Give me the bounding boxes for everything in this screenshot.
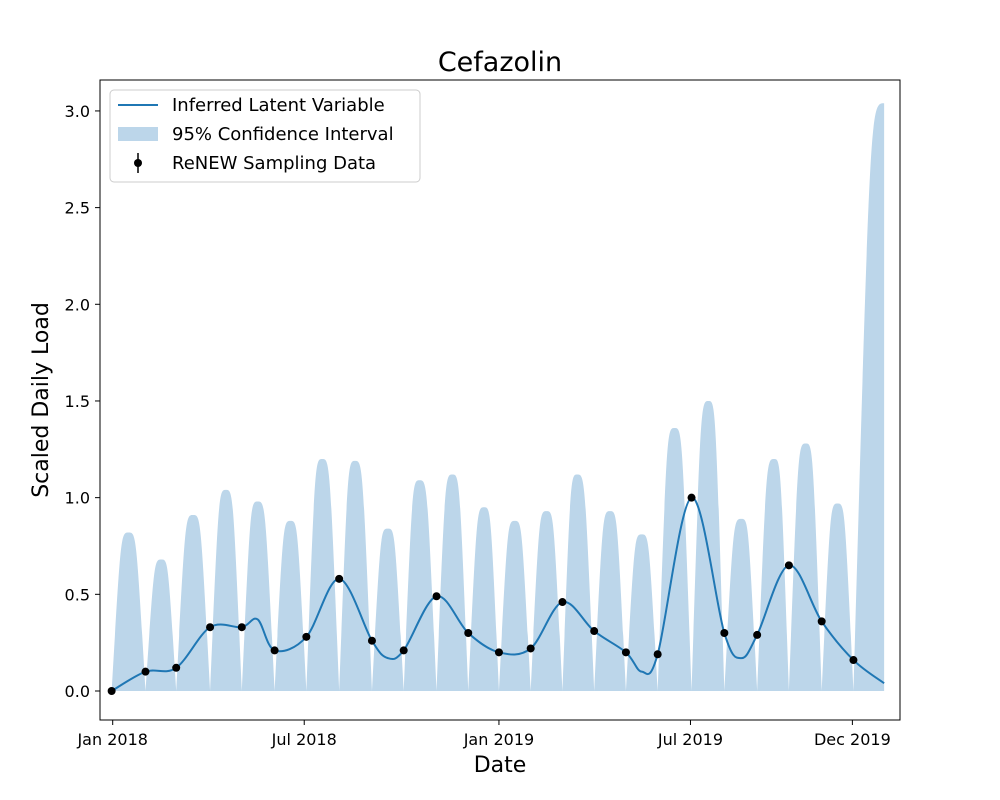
legend-label-latent: Inferred Latent Variable <box>172 95 385 116</box>
sampling-point <box>753 630 762 639</box>
sampling-point <box>206 623 215 632</box>
sampling-point <box>558 598 567 607</box>
y-tick-label: 1.0 <box>65 489 90 508</box>
legend: Inferred Latent Variable 95% Confidence … <box>109 89 421 183</box>
y-tick-label: 0.0 <box>65 682 90 701</box>
sampling-point <box>335 574 344 583</box>
sampling-point <box>172 663 181 672</box>
sampling-point <box>784 561 793 570</box>
ci-band-path <box>111 103 885 691</box>
x-tick-label: Jul 2018 <box>271 730 337 749</box>
y-tick-label: 0.5 <box>65 585 90 604</box>
y-tick-label: 2.5 <box>65 199 90 218</box>
y-tick-label: 2.0 <box>65 295 90 314</box>
plot-frame <box>99 79 901 721</box>
chart-title: Cefazolin <box>438 47 562 78</box>
y-tick-label: 3.0 <box>65 102 90 121</box>
sampling-point <box>590 627 599 636</box>
x-tick-label: Dec 2019 <box>814 730 891 749</box>
legend-box <box>109 89 421 183</box>
sampling-points <box>107 493 858 695</box>
x-axis-title: Date <box>474 753 527 778</box>
confidence-interval-band <box>111 103 885 691</box>
sampling-point <box>526 644 535 653</box>
sampling-point <box>237 623 246 632</box>
sampling-point <box>367 636 376 645</box>
sampling-point <box>494 648 503 657</box>
x-tick-label: Jul 2019 <box>657 730 723 749</box>
latent-variable-line <box>111 496 885 692</box>
x-tick-label: Jan 2019 <box>463 730 534 749</box>
sampling-point <box>270 646 279 655</box>
sampling-point <box>687 493 696 502</box>
sampling-point <box>302 632 311 641</box>
sampling-point <box>107 686 116 695</box>
legend-swatch-ci <box>118 127 158 141</box>
sampling-point <box>817 617 826 626</box>
sampling-point <box>621 648 630 657</box>
sampling-point <box>849 656 858 665</box>
y-axis-title: Scaled Daily Load <box>29 302 54 498</box>
sampling-point <box>432 592 441 601</box>
legend-label-ci: 95% Confidence Interval <box>172 124 394 145</box>
y-axis: 0.0 0.5 1.0 1.5 2.0 2.5 3.0 <box>65 102 100 701</box>
x-axis: Jan 2018 Jul 2018 Jan 2019 Jul 2019 Dec 2019 <box>76 720 891 749</box>
legend-swatch-samples <box>134 159 142 167</box>
legend-label-samples: ReNEW Sampling Data <box>172 153 376 174</box>
sampling-point <box>399 646 408 655</box>
latent-line-path <box>111 496 885 692</box>
sampling-point <box>464 628 473 637</box>
sampling-point <box>653 650 662 659</box>
sampling-point <box>720 628 729 637</box>
x-tick-label: Jan 2018 <box>76 730 147 749</box>
y-tick-label: 1.5 <box>65 392 90 411</box>
sampling-point <box>141 667 150 676</box>
